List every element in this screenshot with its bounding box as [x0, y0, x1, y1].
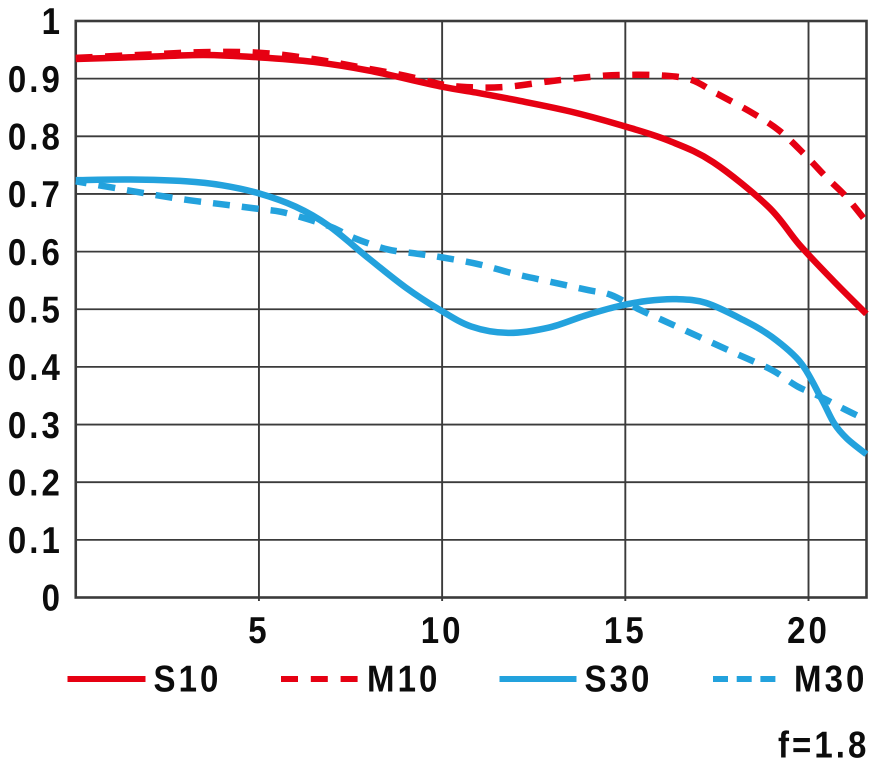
svg-text:0.7: 0.7 [8, 173, 63, 215]
svg-text:S10: S10 [154, 658, 222, 700]
svg-text:M30: M30 [794, 658, 867, 700]
svg-text:0: 0 [42, 577, 63, 619]
svg-text:S30: S30 [585, 658, 653, 700]
svg-text:0.2: 0.2 [8, 461, 63, 503]
svg-text:0.9: 0.9 [8, 58, 63, 100]
svg-text:M10: M10 [367, 658, 440, 700]
svg-text:15: 15 [604, 609, 647, 651]
svg-text:0.6: 0.6 [8, 231, 63, 273]
svg-text:f=1.8: f=1.8 [778, 724, 870, 766]
svg-text:0.5: 0.5 [8, 288, 63, 330]
svg-text:0.1: 0.1 [8, 519, 63, 561]
svg-text:20: 20 [787, 609, 830, 651]
svg-text:0.8: 0.8 [8, 116, 63, 158]
svg-text:5: 5 [248, 609, 269, 651]
svg-text:0.3: 0.3 [8, 404, 63, 446]
svg-text:1: 1 [42, 0, 63, 42]
svg-text:10: 10 [421, 609, 464, 651]
svg-text:0.4: 0.4 [8, 346, 63, 388]
